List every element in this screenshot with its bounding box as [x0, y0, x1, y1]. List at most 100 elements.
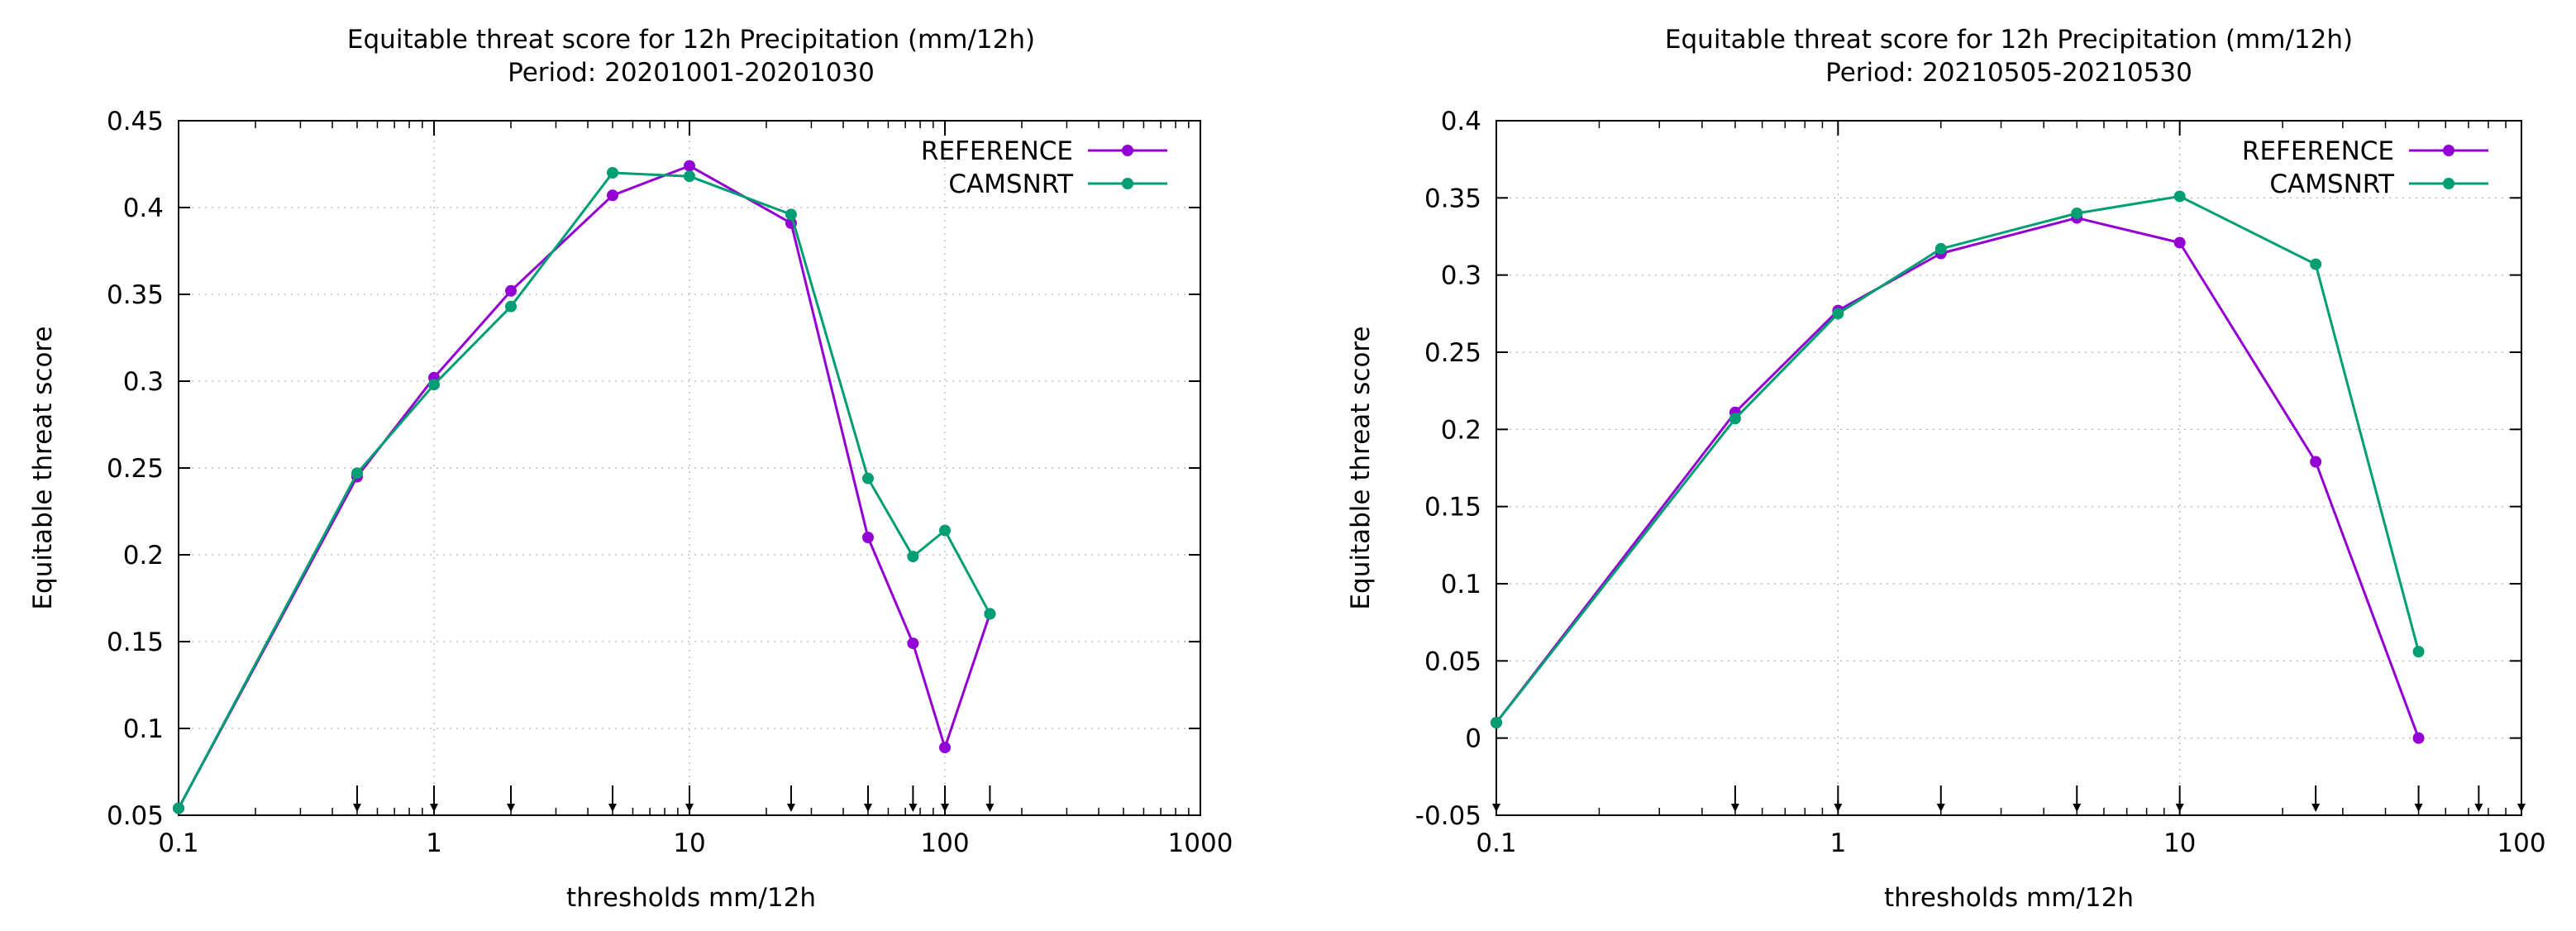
- chart-title: Equitable threat score for 12h Precipita…: [1665, 25, 2353, 55]
- data-point-camsnrt: [1491, 717, 1502, 728]
- y-tick-label: -0.05: [1415, 801, 1481, 831]
- data-point-camsnrt: [684, 170, 695, 183]
- y-tick-label: 0.2: [123, 541, 164, 571]
- threshold-arrowhead: [2474, 804, 2483, 812]
- legend-marker: [1122, 145, 1133, 156]
- data-point-camsnrt: [785, 208, 797, 221]
- threshold-arrowhead: [985, 804, 995, 812]
- y-tick-label: 0.45: [107, 107, 164, 136]
- y-tick-label: 0.35: [107, 280, 164, 310]
- data-point-camsnrt: [505, 300, 518, 313]
- y-tick-label: 0.1: [1441, 570, 1481, 599]
- legend-marker: [1122, 178, 1133, 189]
- y-tick-label: 0.4: [1441, 107, 1481, 136]
- threshold-arrowhead: [2073, 804, 2082, 812]
- y-tick-label: 0.35: [1424, 184, 1481, 213]
- threshold-arrowhead: [2414, 804, 2423, 812]
- x-axis-label: thresholds mm/12h: [566, 883, 816, 913]
- data-point-camsnrt: [907, 551, 919, 563]
- x-tick-label: 1000: [1168, 828, 1233, 858]
- y-tick-label: 0.3: [123, 367, 164, 397]
- y-axis-label: Equitable threat score: [1346, 326, 1376, 609]
- y-tick-label: 0.15: [1424, 493, 1481, 523]
- y-tick-label: 0.25: [107, 454, 164, 484]
- threshold-arrowhead: [685, 804, 694, 812]
- data-point-reference: [606, 189, 618, 202]
- chart-subtitle: Period: 20210505-20210530: [1825, 58, 2192, 88]
- y-tick-label: 0.1: [123, 714, 164, 744]
- x-tick-label: 10: [2163, 828, 2196, 858]
- threshold-arrowhead: [430, 804, 438, 812]
- data-point-camsnrt: [351, 467, 363, 480]
- data-point-reference: [505, 284, 518, 297]
- legend-label: CAMSNRT: [948, 169, 1074, 199]
- series-line-reference: [1495, 217, 2421, 739]
- y-tick-label: 0.2: [1441, 415, 1481, 445]
- legend-marker: [2443, 178, 2454, 189]
- data-point-camsnrt: [2412, 646, 2425, 658]
- data-point-reference: [907, 637, 919, 650]
- data-point-camsnrt: [2071, 208, 2083, 219]
- threshold-arrowhead: [1936, 804, 1945, 812]
- data-point-camsnrt: [2310, 258, 2322, 270]
- threshold-arrowhead: [941, 804, 949, 812]
- series-line-camsnrt: [1495, 195, 2421, 723]
- threshold-arrowhead: [507, 804, 516, 812]
- data-point-reference: [2310, 456, 2322, 468]
- chart-title: Equitable threat score for 12h Precipita…: [347, 25, 1035, 55]
- legend-marker: [2443, 145, 2454, 156]
- chart-subtitle: Period: 20201001-20201030: [508, 58, 875, 88]
- x-tick-label: 0.1: [158, 828, 198, 858]
- threshold-arrowhead: [786, 804, 795, 812]
- y-tick-label: 0.15: [107, 628, 164, 657]
- legend-label: CAMSNRT: [2269, 169, 2395, 199]
- data-point-reference: [861, 532, 874, 543]
- threshold-arrowhead: [1834, 804, 1843, 812]
- threshold-arrowhead: [608, 804, 617, 812]
- data-point-camsnrt: [984, 608, 996, 620]
- legend-label: REFERENCE: [2242, 136, 2394, 166]
- threshold-arrowhead: [2517, 804, 2526, 812]
- plot-frame: [1496, 120, 2522, 816]
- y-tick-label: 0.3: [1441, 261, 1481, 291]
- y-tick-label: 0: [1465, 724, 1481, 754]
- chart-right: Equitable threat score for 12h Precipita…: [1346, 25, 2546, 913]
- data-point-camsnrt: [1729, 413, 1741, 425]
- data-point-reference: [939, 742, 951, 754]
- y-axis-label: Equitable threat score: [28, 326, 58, 609]
- legend-label: REFERENCE: [921, 136, 1073, 166]
- data-point-reference: [2412, 732, 2425, 744]
- x-tick-label: 1: [1829, 828, 1846, 858]
- data-point-camsnrt: [173, 802, 184, 814]
- threshold-arrowhead: [2311, 804, 2321, 812]
- series-line-reference: [177, 165, 991, 809]
- data-point-camsnrt: [939, 524, 951, 537]
- chart-left: Equitable threat score for 12h Precipita…: [28, 25, 1233, 913]
- data-point-reference: [2173, 236, 2186, 249]
- plot-frame: [178, 120, 1201, 816]
- series-line-camsnrt: [177, 171, 991, 809]
- y-tick-label: 0.25: [1424, 338, 1481, 368]
- y-tick-label: 0.05: [107, 801, 164, 831]
- data-point-camsnrt: [1934, 242, 1947, 255]
- threshold-arrowhead: [909, 804, 918, 812]
- x-tick-label: 10: [673, 828, 705, 858]
- data-point-camsnrt: [1832, 308, 1844, 320]
- x-tick-label: 100: [920, 828, 969, 858]
- x-tick-label: 0.1: [1476, 828, 1516, 858]
- data-point-camsnrt: [2173, 190, 2186, 203]
- x-axis-label: thresholds mm/12h: [1884, 883, 2134, 913]
- threshold-arrowhead: [863, 804, 872, 812]
- data-point-camsnrt: [861, 472, 874, 485]
- threshold-arrowhead: [1492, 804, 1500, 812]
- threshold-arrowhead: [2175, 804, 2184, 812]
- y-tick-label: 0.05: [1424, 647, 1481, 676]
- data-point-reference: [684, 160, 695, 172]
- data-point-camsnrt: [428, 379, 440, 391]
- y-tick-label: 0.4: [123, 193, 164, 223]
- x-tick-label: 1: [426, 828, 442, 858]
- x-tick-label: 100: [2497, 828, 2545, 858]
- threshold-arrowhead: [1730, 804, 1739, 812]
- data-point-camsnrt: [606, 167, 618, 179]
